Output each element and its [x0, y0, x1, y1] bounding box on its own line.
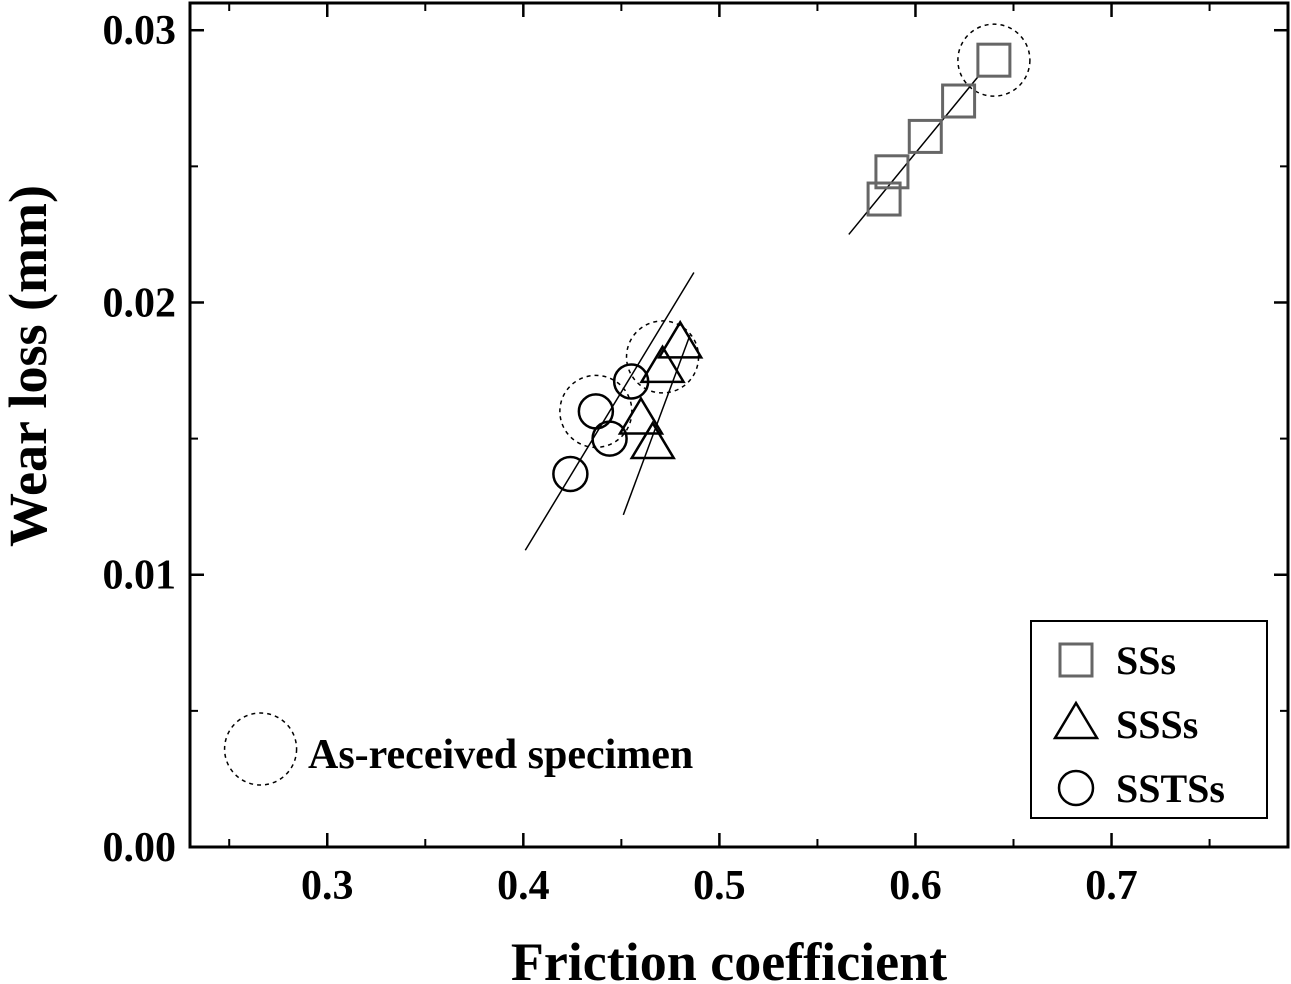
legend-label-sss: SSs — [1116, 638, 1176, 683]
annotation: As-received specimen — [223, 712, 693, 786]
y-axis-label: Wear loss (mm) — [0, 185, 58, 547]
y-tick-label: 0.03 — [103, 8, 177, 54]
sstss-point — [552, 455, 589, 493]
fit-line-sstss — [524, 272, 695, 551]
x-tick-label: 0.5 — [693, 863, 746, 909]
legend-label-ssss: SSSs — [1116, 702, 1198, 747]
y-tick-label: 0.02 — [103, 280, 177, 326]
x-tick-label: 0.4 — [497, 863, 550, 909]
plot-frame — [188, 1, 1290, 849]
ssss-point — [629, 420, 676, 460]
sss-point — [941, 83, 977, 119]
fit-line-sss — [848, 76, 979, 235]
sss-point — [866, 181, 902, 217]
ssss-point — [639, 344, 686, 384]
sstss-point — [612, 363, 650, 400]
annotation-text: As-received specimen — [308, 732, 693, 778]
legend-box — [1030, 620, 1268, 819]
sstss-point — [577, 393, 615, 430]
tick-labels: 0.3 0.4 0.5 0.6 0.7 0.00 0.01 0.02 0.03 — [103, 8, 1138, 909]
legend: SSs SSSs SSTSs — [1030, 620, 1268, 819]
legend-marker-sstss — [1057, 769, 1095, 807]
as-received-highlight-circle — [957, 23, 1031, 97]
legend-label-sstss: SSTSs — [1116, 766, 1225, 811]
legend-marker-sss — [1058, 642, 1094, 678]
ssss-point — [617, 396, 665, 435]
y-tick-label: 0.00 — [103, 825, 177, 871]
data-points — [552, 42, 1012, 493]
y-tick-label: 0.01 — [103, 553, 177, 599]
as-received-legend-circle — [223, 712, 298, 786]
sss-point — [874, 154, 910, 190]
sss-point — [976, 42, 1012, 78]
sss-point — [907, 118, 943, 154]
x-tick-label: 0.7 — [1085, 863, 1138, 909]
x-tick-label: 0.6 — [889, 863, 942, 909]
x-axis-label: Friction coefficient — [511, 932, 947, 984]
ssss-point — [656, 319, 704, 359]
x-tick-label: 0.3 — [301, 863, 354, 909]
legend-marker-ssss — [1052, 700, 1100, 740]
